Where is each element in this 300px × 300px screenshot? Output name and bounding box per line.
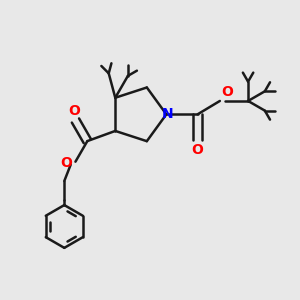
Text: O: O	[60, 156, 72, 170]
Text: N: N	[162, 107, 174, 121]
Text: O: O	[192, 143, 203, 157]
Text: O: O	[221, 85, 233, 100]
Text: O: O	[68, 103, 80, 118]
